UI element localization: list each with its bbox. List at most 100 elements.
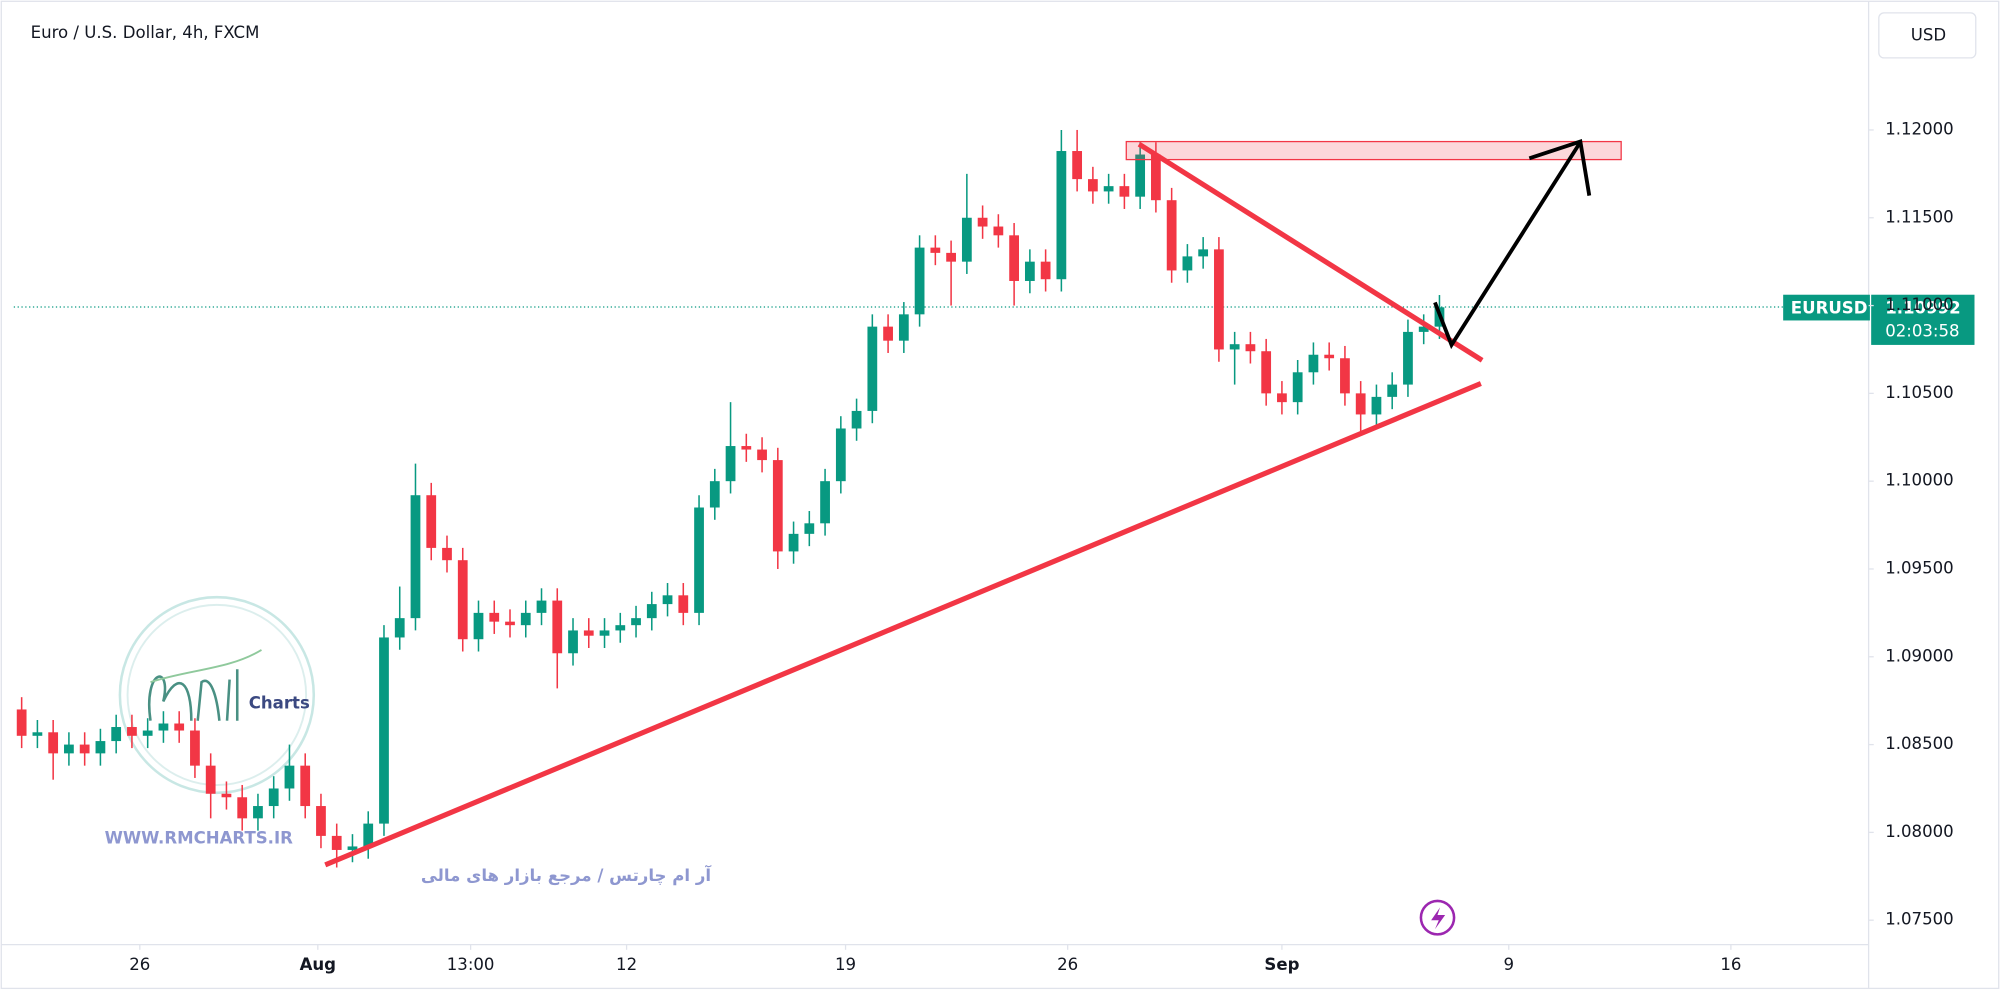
candle-body xyxy=(1245,344,1256,352)
candle-body xyxy=(1403,331,1413,385)
candle-body xyxy=(1182,256,1193,271)
candle-body xyxy=(1261,351,1272,394)
candle-body xyxy=(1009,235,1019,281)
forecast-arrow xyxy=(1433,143,1581,350)
candle-body xyxy=(95,741,106,754)
candle-body xyxy=(331,835,342,850)
y-tick-label: 1.08000 xyxy=(1885,822,1954,841)
candle-body xyxy=(757,449,767,461)
candle-body xyxy=(883,326,893,341)
candle-body xyxy=(1387,384,1398,397)
y-tick-label: 1.11000 xyxy=(1885,295,1954,314)
resistance-trendline xyxy=(1137,141,1484,363)
x-tick-label: 26 xyxy=(129,955,150,974)
candle-body xyxy=(457,560,468,640)
candle-body xyxy=(568,630,578,654)
candle-body xyxy=(914,247,925,315)
candle-body xyxy=(111,727,122,742)
candle-body xyxy=(946,252,956,262)
watermark-tagline: آر ام چارتس / مرجع بازار های مالی xyxy=(421,864,712,886)
candle-body xyxy=(268,788,279,807)
candle-body xyxy=(1340,358,1350,394)
candle-body xyxy=(32,732,43,736)
x-tick-label: Sep xyxy=(1264,955,1299,974)
symbol-label: EURUSD xyxy=(1791,298,1868,317)
candle-body xyxy=(599,630,610,636)
candle-body xyxy=(694,507,704,613)
candle-body xyxy=(253,806,263,819)
x-tick-label: Aug xyxy=(300,955,336,974)
candle-body xyxy=(631,618,641,626)
candle-body xyxy=(16,709,27,736)
x-tick-label: 16 xyxy=(1720,955,1741,974)
symbol-tag xyxy=(1783,294,1870,321)
candle-body xyxy=(1324,354,1335,359)
y-tick-label: 1.09500 xyxy=(1885,558,1954,577)
candle-body xyxy=(788,533,799,552)
candle-body xyxy=(772,460,783,552)
candle-body xyxy=(1371,396,1382,415)
watermark-url: WWW.RMCHARTS.IR xyxy=(105,829,293,848)
candle-body xyxy=(1135,154,1146,197)
candle-body xyxy=(820,481,830,524)
candle-body xyxy=(316,806,326,836)
candle-body xyxy=(615,625,626,631)
candle-body xyxy=(410,495,421,619)
candle-body xyxy=(678,595,689,613)
candle-body xyxy=(662,595,673,605)
y-tick-label: 1.07500 xyxy=(1885,910,1954,929)
candle-body xyxy=(1024,261,1035,281)
candle-body xyxy=(1355,393,1366,415)
logo-ring xyxy=(126,603,308,787)
candle-body xyxy=(79,744,90,754)
drawings xyxy=(324,139,1622,936)
logo-script xyxy=(148,669,239,721)
candle-body xyxy=(709,481,720,508)
price-label: EURUSD 1.10992 02:03:58 xyxy=(1783,294,1975,345)
candle-body xyxy=(127,727,137,736)
candle-body xyxy=(851,410,862,429)
candle-body xyxy=(898,314,909,341)
alert-icon[interactable] xyxy=(1419,899,1456,936)
candle-body xyxy=(237,797,248,819)
candle-body xyxy=(379,637,389,824)
currency-button[interactable] xyxy=(1878,12,1977,59)
candle-body xyxy=(725,446,736,482)
candle-body xyxy=(835,428,846,482)
candle-body xyxy=(473,612,484,640)
candle-body xyxy=(221,793,232,798)
candle-body xyxy=(1151,154,1161,201)
x-tick-label: 26 xyxy=(1057,955,1078,974)
candle-body xyxy=(1119,186,1130,197)
candle-body xyxy=(930,247,941,253)
candle-body xyxy=(552,600,563,654)
candle-body xyxy=(284,765,295,789)
candle-body xyxy=(1277,393,1287,403)
candle-body xyxy=(205,765,216,794)
logo-text: Charts xyxy=(249,693,310,712)
countdown-label: 02:03:58 xyxy=(1885,321,1959,340)
candle-body xyxy=(174,723,185,731)
candle-body xyxy=(1056,151,1067,280)
candle-body xyxy=(741,446,752,450)
candle-body xyxy=(394,618,405,638)
last-price-tag xyxy=(1871,294,1975,345)
candle-body xyxy=(158,723,169,731)
candle-body xyxy=(1308,354,1319,373)
candle-body xyxy=(505,621,515,626)
currency-label[interactable]: USD xyxy=(1911,25,1946,44)
arrow-head xyxy=(1528,139,1592,196)
y-tick-label: 1.10500 xyxy=(1885,383,1954,402)
y-tick-label: 1.12000 xyxy=(1885,119,1954,138)
candle-body xyxy=(646,604,657,619)
last-price-label: 1.10992 xyxy=(1885,298,1960,317)
candle-body xyxy=(426,495,437,548)
candle-body xyxy=(442,547,452,561)
candle-body xyxy=(1103,186,1114,192)
logo-swoosh xyxy=(150,649,262,684)
support-trendline xyxy=(324,381,1482,868)
candle-body xyxy=(1214,249,1224,350)
candle-body xyxy=(977,217,988,227)
